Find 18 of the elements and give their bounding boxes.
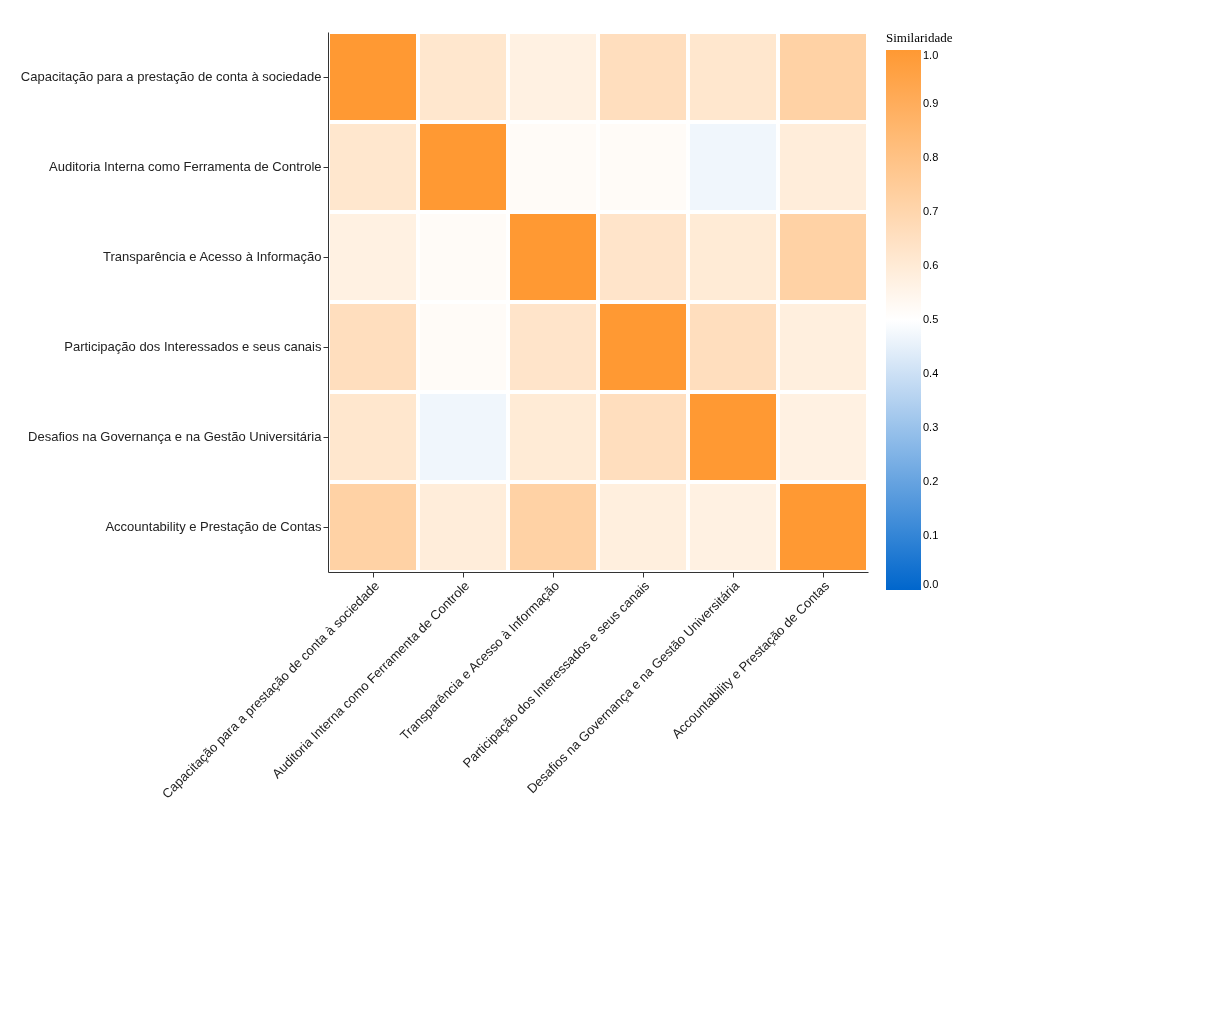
color-bar-label: 0.7 xyxy=(923,205,939,217)
y-tick-label: Auditoria Interna como Ferramenta de Controle xyxy=(49,159,322,174)
color-bar-label: 1.0 xyxy=(923,49,939,61)
color-bar-label: 0.3 xyxy=(923,421,939,433)
color-bar-label: 0.8 xyxy=(923,151,939,163)
y-tick-label: Accountability e Prestação de Contas xyxy=(105,519,322,534)
color-bar-label: 0.1 xyxy=(923,529,939,541)
legend-title: Similaridade xyxy=(886,30,953,45)
color-bar-label: 0.4 xyxy=(923,367,939,379)
y-tick-label: Transparência e Acesso à Informação xyxy=(103,249,322,264)
y-tick-label: Desafios na Governança e na Gestão Universitária xyxy=(28,429,323,444)
y-tick-label: Capacitação para a prestação de conta à sociedade xyxy=(20,69,322,84)
color-bar-label: 0.6 xyxy=(923,259,939,271)
color-bar-label: 0.2 xyxy=(923,475,939,487)
color-bar-label: 0.0 xyxy=(923,578,939,590)
color-bar-label: 0.9 xyxy=(923,97,939,109)
y-tick-label: Participação dos Interessados e seus canais xyxy=(64,339,322,354)
color-bar-label: 0.5 xyxy=(923,313,939,325)
